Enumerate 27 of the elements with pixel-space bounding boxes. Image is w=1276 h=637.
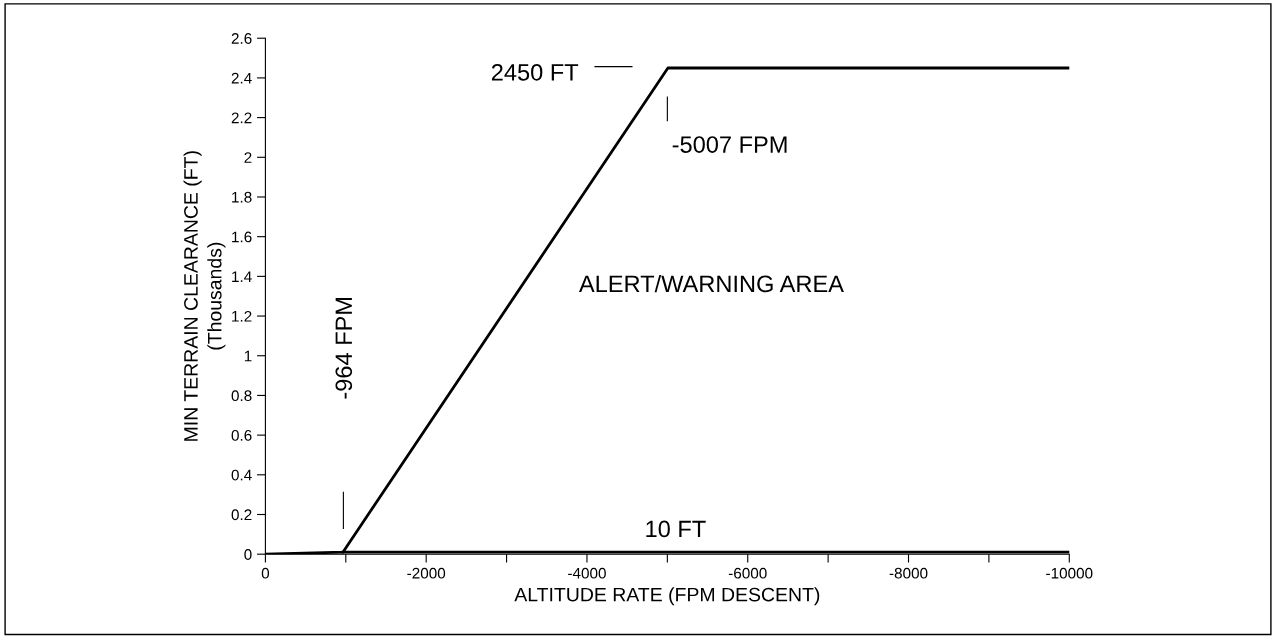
- annotation: -5007 FPM: [672, 136, 787, 153]
- y-tick-label: 0.8: [231, 390, 252, 402]
- y-tick-label: 2.4: [231, 72, 252, 84]
- y-tick-label: 0.2: [231, 509, 252, 521]
- y-tick-label: 1.6: [232, 231, 252, 243]
- annotation: 2450 FT: [491, 63, 579, 81]
- annotation: -964 FPM: [335, 297, 353, 399]
- y-tick-label: 1.4: [232, 271, 252, 282]
- y-tick-label: 1: [244, 350, 252, 362]
- x-tick-label: -4000: [568, 567, 606, 579]
- y-tick-label: 1.8: [232, 191, 252, 203]
- y-tick-label: 2.2: [231, 112, 252, 124]
- x-tick-label: 0: [261, 567, 270, 579]
- x-axis-title: ALTITUDE RATE (FPM DESCENT): [514, 587, 820, 606]
- annotation: 10 FT: [646, 520, 706, 538]
- x-tick-label: -6000: [728, 567, 767, 579]
- y-axis-title: MIN TERRAIN CLEARANCE (FT) (Thousands): [183, 151, 226, 441]
- x-tick-label: -10000: [1046, 567, 1093, 579]
- y-tick-label: 2.6: [231, 33, 252, 44]
- y-tick-label: 0.6: [231, 429, 252, 441]
- annotation: ALERT/WARNING AREA: [578, 274, 844, 293]
- y-tick-label: 0: [244, 549, 252, 560]
- x-tick-label: -8000: [889, 567, 928, 579]
- y-tick-label: 2: [244, 152, 252, 163]
- y-tick-label: 0.4: [231, 469, 252, 481]
- y-tick-label: 1.2: [232, 310, 252, 322]
- x-tick-label: -2000: [407, 567, 446, 579]
